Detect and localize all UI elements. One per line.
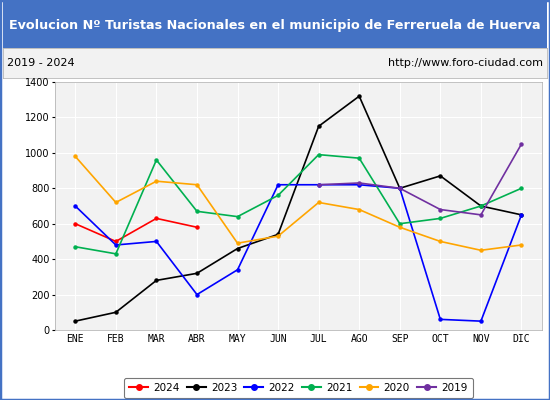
2023 bbox=[234, 246, 241, 251]
2024 bbox=[113, 239, 119, 244]
2019 bbox=[518, 142, 525, 146]
2021 bbox=[437, 216, 444, 221]
2020 bbox=[477, 248, 484, 253]
2023 bbox=[153, 278, 159, 283]
Line: 2021: 2021 bbox=[74, 153, 523, 255]
2022 bbox=[437, 317, 444, 322]
2020 bbox=[113, 200, 119, 205]
2019 bbox=[437, 207, 444, 212]
2021 bbox=[234, 214, 241, 219]
2024 bbox=[72, 221, 79, 226]
2022 bbox=[477, 319, 484, 324]
Line: 2020: 2020 bbox=[74, 155, 523, 252]
2021 bbox=[397, 221, 403, 226]
2020 bbox=[518, 242, 525, 247]
2023 bbox=[356, 94, 362, 98]
2022 bbox=[397, 186, 403, 191]
Text: Evolucion Nº Turistas Nacionales en el municipio de Ferreruela de Huerva: Evolucion Nº Turistas Nacionales en el m… bbox=[9, 18, 541, 32]
2023 bbox=[72, 319, 79, 324]
2020 bbox=[437, 239, 444, 244]
Legend: 2024, 2023, 2022, 2021, 2020, 2019: 2024, 2023, 2022, 2021, 2020, 2019 bbox=[124, 378, 473, 398]
2022 bbox=[356, 182, 362, 187]
2023 bbox=[315, 124, 322, 129]
Line: 2023: 2023 bbox=[74, 95, 523, 323]
Text: http://www.foro-ciudad.com: http://www.foro-ciudad.com bbox=[388, 58, 543, 68]
2021 bbox=[315, 152, 322, 157]
2021 bbox=[72, 244, 79, 249]
2023 bbox=[275, 232, 282, 237]
2019 bbox=[315, 182, 322, 187]
Line: 2024: 2024 bbox=[74, 217, 199, 243]
2022 bbox=[194, 292, 200, 297]
Line: 2022: 2022 bbox=[74, 183, 523, 323]
2020 bbox=[153, 179, 159, 184]
2023 bbox=[113, 310, 119, 315]
2024 bbox=[194, 225, 200, 230]
2022 bbox=[72, 204, 79, 208]
2019 bbox=[356, 180, 362, 185]
2022 bbox=[275, 182, 282, 187]
2023 bbox=[477, 204, 484, 208]
2020 bbox=[194, 182, 200, 187]
2022 bbox=[234, 267, 241, 272]
2021 bbox=[477, 204, 484, 208]
2022 bbox=[518, 212, 525, 217]
2022 bbox=[315, 182, 322, 187]
2022 bbox=[113, 242, 119, 247]
2021 bbox=[153, 158, 159, 162]
2021 bbox=[356, 156, 362, 160]
2019 bbox=[477, 212, 484, 217]
2023 bbox=[397, 186, 403, 191]
2024 bbox=[153, 216, 159, 221]
2021 bbox=[518, 186, 525, 191]
2021 bbox=[194, 209, 200, 214]
2023 bbox=[518, 212, 525, 217]
2020 bbox=[397, 225, 403, 230]
2020 bbox=[275, 234, 282, 238]
2020 bbox=[72, 154, 79, 159]
2021 bbox=[113, 252, 119, 256]
2020 bbox=[234, 241, 241, 246]
2022 bbox=[153, 239, 159, 244]
2020 bbox=[315, 200, 322, 205]
2023 bbox=[437, 174, 444, 178]
Line: 2019: 2019 bbox=[317, 142, 523, 216]
2021 bbox=[275, 193, 282, 198]
2023 bbox=[194, 271, 200, 276]
2020 bbox=[356, 207, 362, 212]
2019 bbox=[397, 186, 403, 191]
Text: 2019 - 2024: 2019 - 2024 bbox=[7, 58, 75, 68]
